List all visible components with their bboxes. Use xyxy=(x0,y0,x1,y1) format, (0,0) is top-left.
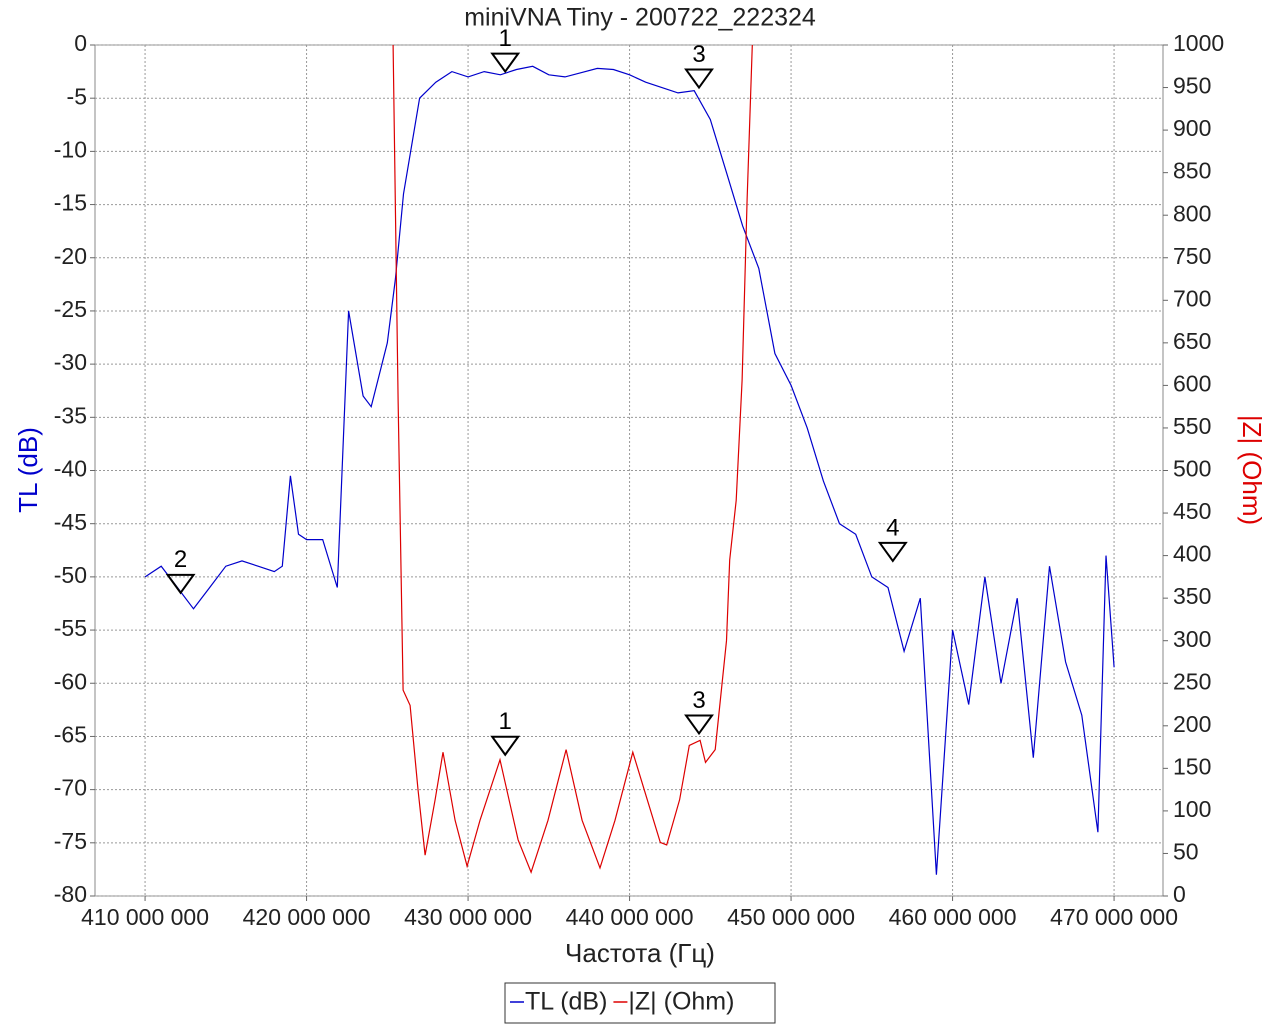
y-tick-label: -40 xyxy=(54,456,87,482)
y2-tick-label: 600 xyxy=(1173,370,1211,396)
y-tick-label: -80 xyxy=(54,881,87,907)
marker xyxy=(490,735,521,757)
y-tick-label: 0 xyxy=(74,30,87,56)
y2-tick-label: 100 xyxy=(1173,796,1211,822)
x-tick-label: 470 000 000 xyxy=(1050,904,1178,930)
legend-label: TL (dB) xyxy=(525,988,607,1016)
marker xyxy=(684,714,714,736)
y2-tick-label: 150 xyxy=(1173,753,1211,779)
y2-tick-label: 350 xyxy=(1173,583,1211,609)
marker-label: 2 xyxy=(174,546,187,573)
y2-tick-label: 400 xyxy=(1173,541,1211,567)
y2-tick-label: 550 xyxy=(1173,413,1211,439)
x-tick-label: 440 000 000 xyxy=(566,904,694,930)
marker xyxy=(165,573,196,595)
y-tick-label: -15 xyxy=(54,190,87,216)
y-tick-label: -10 xyxy=(54,136,87,162)
marker-label: 3 xyxy=(692,687,705,714)
marker-label: 1 xyxy=(499,708,512,735)
series-line xyxy=(144,65,1115,875)
y2-tick-label: 800 xyxy=(1173,200,1211,226)
y-tick-label: -50 xyxy=(54,562,87,588)
y-tick-label: -5 xyxy=(67,83,87,109)
marker xyxy=(877,541,908,563)
y2-tick-label: 50 xyxy=(1173,839,1199,865)
series-line xyxy=(392,45,753,874)
y-tick-label: -20 xyxy=(54,243,87,269)
y2-tick-label: 500 xyxy=(1173,456,1211,482)
y-tick-label: -25 xyxy=(54,296,87,322)
x-axis-title: Частота (Гц) xyxy=(565,938,715,968)
x-tick-label: 430 000 000 xyxy=(404,904,532,930)
y2-tick-label: 750 xyxy=(1173,243,1211,269)
y-tick-label: -60 xyxy=(54,668,87,694)
marker-label: 4 xyxy=(886,514,899,541)
marker xyxy=(490,52,521,74)
y2-tick-label: 700 xyxy=(1173,285,1211,311)
x-tick-label: 420 000 000 xyxy=(243,904,371,930)
x-tick-label: 460 000 000 xyxy=(889,904,1017,930)
y2-tick-label: 250 xyxy=(1173,668,1211,694)
y2-tick-label: 450 xyxy=(1173,498,1211,524)
y-tick-label: -35 xyxy=(54,402,87,428)
y-tick-label: -55 xyxy=(54,615,87,641)
chart-title: miniVNA Tiny - 200722_222324 xyxy=(464,4,816,32)
x-tick-label: 450 000 000 xyxy=(727,904,855,930)
y2-tick-label: 0 xyxy=(1173,881,1186,907)
y2-tick-label: 850 xyxy=(1173,158,1211,184)
marker-label: 3 xyxy=(692,41,705,68)
legend xyxy=(504,982,776,1024)
y-axis-title: TL (dB) xyxy=(13,427,43,513)
marker-label: 1 xyxy=(499,25,512,52)
y2-tick-label: 300 xyxy=(1173,626,1211,652)
y2-tick-label: 1000 xyxy=(1173,30,1224,56)
y2-axis-title: |Z| (Ohm) xyxy=(1237,415,1267,525)
marker xyxy=(684,68,714,90)
y2-tick-label: 200 xyxy=(1173,711,1211,737)
y2-tick-label: 900 xyxy=(1173,115,1211,141)
y-tick-label: -65 xyxy=(54,722,87,748)
plot-clip xyxy=(144,45,1115,875)
y2-tick-label: 650 xyxy=(1173,328,1211,354)
legend-label: |Z| (Ohm) xyxy=(628,988,734,1016)
y-tick-label: -30 xyxy=(54,349,87,375)
y-tick-label: -45 xyxy=(54,509,87,535)
y-tick-label: -75 xyxy=(54,828,87,854)
y2-tick-label: 950 xyxy=(1173,73,1211,99)
x-tick-label: 410 000 000 xyxy=(81,904,209,930)
y-tick-label: -70 xyxy=(54,775,87,801)
